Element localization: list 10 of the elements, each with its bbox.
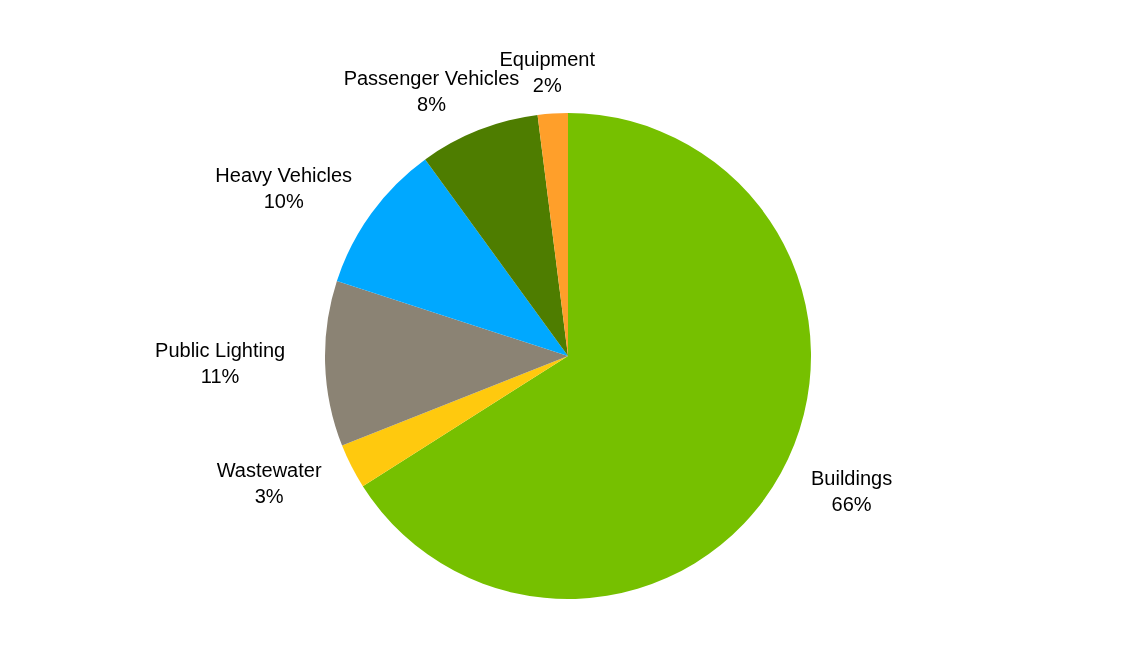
data-label: 3% (254, 484, 284, 507)
slice-label: Heavy Vehicles (215, 164, 353, 187)
slice-label: Public Lighting (155, 339, 286, 362)
data-label: 8% (417, 93, 447, 116)
data-label: 66% (831, 492, 872, 515)
data-label: 2% (532, 74, 562, 97)
data-label: 11% (200, 365, 240, 388)
slice-label: Buildings (810, 466, 893, 489)
data-label: 10% (263, 190, 304, 213)
slice-label: Wastewater (216, 458, 322, 481)
